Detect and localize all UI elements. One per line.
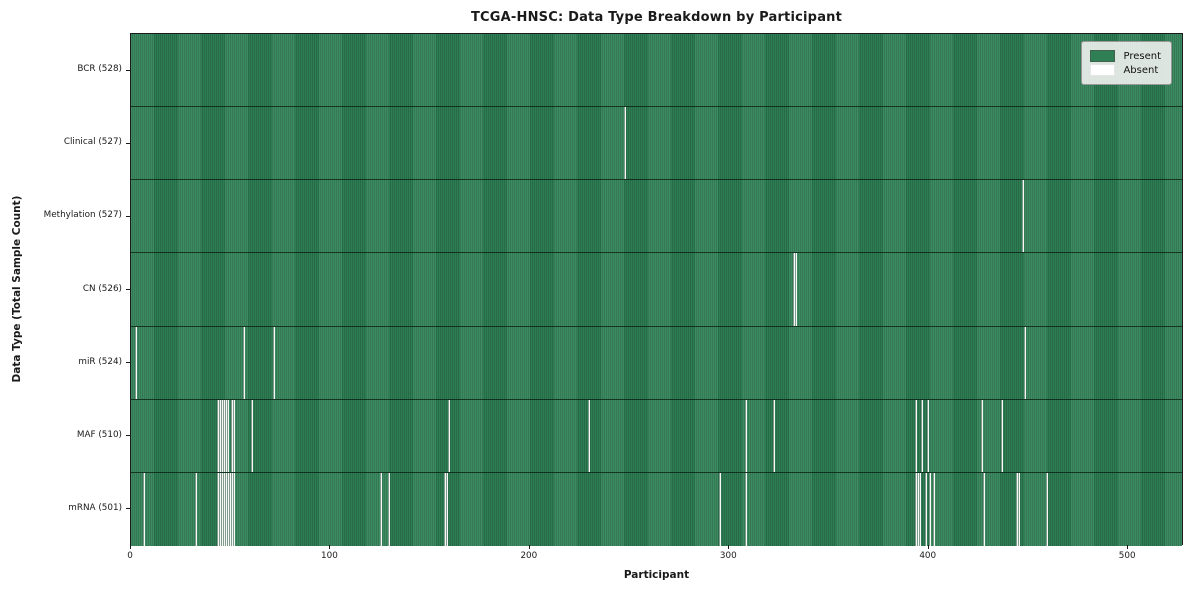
absent-cell: [224, 399, 227, 472]
absent-cell: [226, 472, 229, 546]
xtick-mark: [528, 545, 530, 549]
absent-cell: [1022, 180, 1025, 253]
absent-cell: [926, 399, 929, 472]
absent-cell: [745, 399, 748, 472]
absent-cell: [914, 399, 917, 472]
absent-cell: [388, 472, 391, 546]
absent-cell: [230, 399, 233, 472]
xtick-label-300: 300: [719, 551, 737, 561]
absent-cell: [982, 472, 985, 546]
heatmap-row-clinical: [131, 107, 1182, 181]
absent-cell: [216, 472, 219, 546]
heatmap-row-cn: [131, 253, 1182, 327]
absent-cell: [220, 399, 223, 472]
absent-cell: [226, 399, 229, 472]
absent-cell: [134, 326, 137, 399]
heatmap-row-methylation: [131, 180, 1182, 254]
absent-cell: [446, 472, 449, 546]
legend-present-swatch: [1090, 50, 1116, 62]
absent-cell: [216, 399, 219, 472]
plot-area: Present Absent: [130, 33, 1183, 546]
absent-cell: [224, 472, 227, 546]
absent-cell: [918, 472, 921, 546]
ytick-mark: [126, 435, 130, 437]
xtick-label-100: 100: [321, 551, 338, 561]
absent-cell: [232, 399, 235, 472]
ytick-mark: [126, 69, 130, 71]
absent-cell: [272, 326, 275, 399]
xtick-mark: [728, 545, 730, 549]
absent-cell: [623, 107, 626, 180]
xtick-mark: [1127, 545, 1129, 549]
legend-entry-absent: Absent: [1090, 64, 1161, 76]
heatmap-row-mir: [131, 326, 1182, 400]
xtick-label-400: 400: [919, 551, 937, 561]
absent-cell: [795, 253, 798, 326]
absent-cell: [587, 399, 590, 472]
heatmap-row-maf: [131, 399, 1182, 473]
absent-cell: [228, 472, 231, 546]
absent-cell: [793, 253, 796, 326]
absent-cell: [928, 472, 931, 546]
ytick-label-cn: CN (526): [82, 283, 122, 294]
heatmap-row-mrna: [131, 472, 1182, 546]
absent-cell: [1046, 472, 1049, 546]
ytick-mark: [126, 508, 130, 510]
absent-cell: [916, 472, 919, 546]
absent-cell: [1016, 472, 1019, 546]
legend: Present Absent: [1081, 41, 1172, 85]
absent-cell: [444, 472, 447, 546]
absent-cell: [222, 399, 225, 472]
legend-absent-swatch: [1090, 64, 1116, 76]
absent-cell: [448, 399, 451, 472]
xtick-label-200: 200: [520, 551, 538, 561]
absent-cell: [250, 399, 253, 472]
xtick-label-500: 500: [1118, 551, 1136, 561]
legend-absent-label: Absent: [1123, 64, 1159, 76]
absent-cell: [773, 399, 776, 472]
x-axis-label: Participant: [623, 569, 690, 581]
xtick-mark: [130, 545, 131, 549]
legend-entry-present: Present: [1090, 50, 1161, 62]
ytick-mark: [126, 215, 130, 217]
absent-cell: [232, 472, 235, 546]
ytick-label-clinical: Clinical (527): [63, 137, 122, 148]
absent-cell: [980, 399, 983, 472]
ytick-mark: [126, 289, 130, 290]
absent-cell: [222, 472, 225, 546]
absent-cell: [932, 472, 935, 546]
absent-cell: [380, 472, 383, 546]
legend-present-label: Present: [1123, 50, 1161, 62]
absent-cell: [920, 399, 923, 472]
xtick-label-0: 0: [127, 551, 133, 561]
absent-cell: [924, 472, 927, 546]
ytick-label-bcr: BCR (528): [77, 64, 122, 75]
absent-cell: [194, 472, 197, 546]
ytick-mark: [126, 362, 130, 364]
absent-cell: [242, 326, 245, 399]
absent-cell: [218, 472, 221, 546]
absent-cell: [220, 472, 223, 546]
absent-cell: [142, 472, 145, 546]
absent-cell: [1000, 399, 1003, 472]
absent-cell: [230, 472, 233, 546]
absent-cell: [719, 472, 722, 546]
ytick-mark: [126, 142, 130, 144]
absent-cell: [1018, 472, 1021, 546]
ytick-label-mir: miR (524): [78, 356, 122, 367]
absent-cell: [1024, 326, 1027, 399]
xtick-mark: [329, 545, 331, 549]
absent-cell: [745, 472, 748, 546]
xtick-mark: [927, 545, 929, 549]
heatmap-row-bcr: [131, 34, 1182, 108]
chart-title: TCGA-HNSC: Data Type Breakdown by Partic…: [470, 10, 843, 25]
absent-cell: [914, 472, 917, 546]
ytick-label-mrna: mRNA (501): [68, 502, 122, 513]
ytick-label-methylation: Methylation (527): [43, 210, 122, 221]
absent-cell: [218, 399, 221, 472]
ytick-label-maf: MAF (510): [76, 429, 122, 440]
